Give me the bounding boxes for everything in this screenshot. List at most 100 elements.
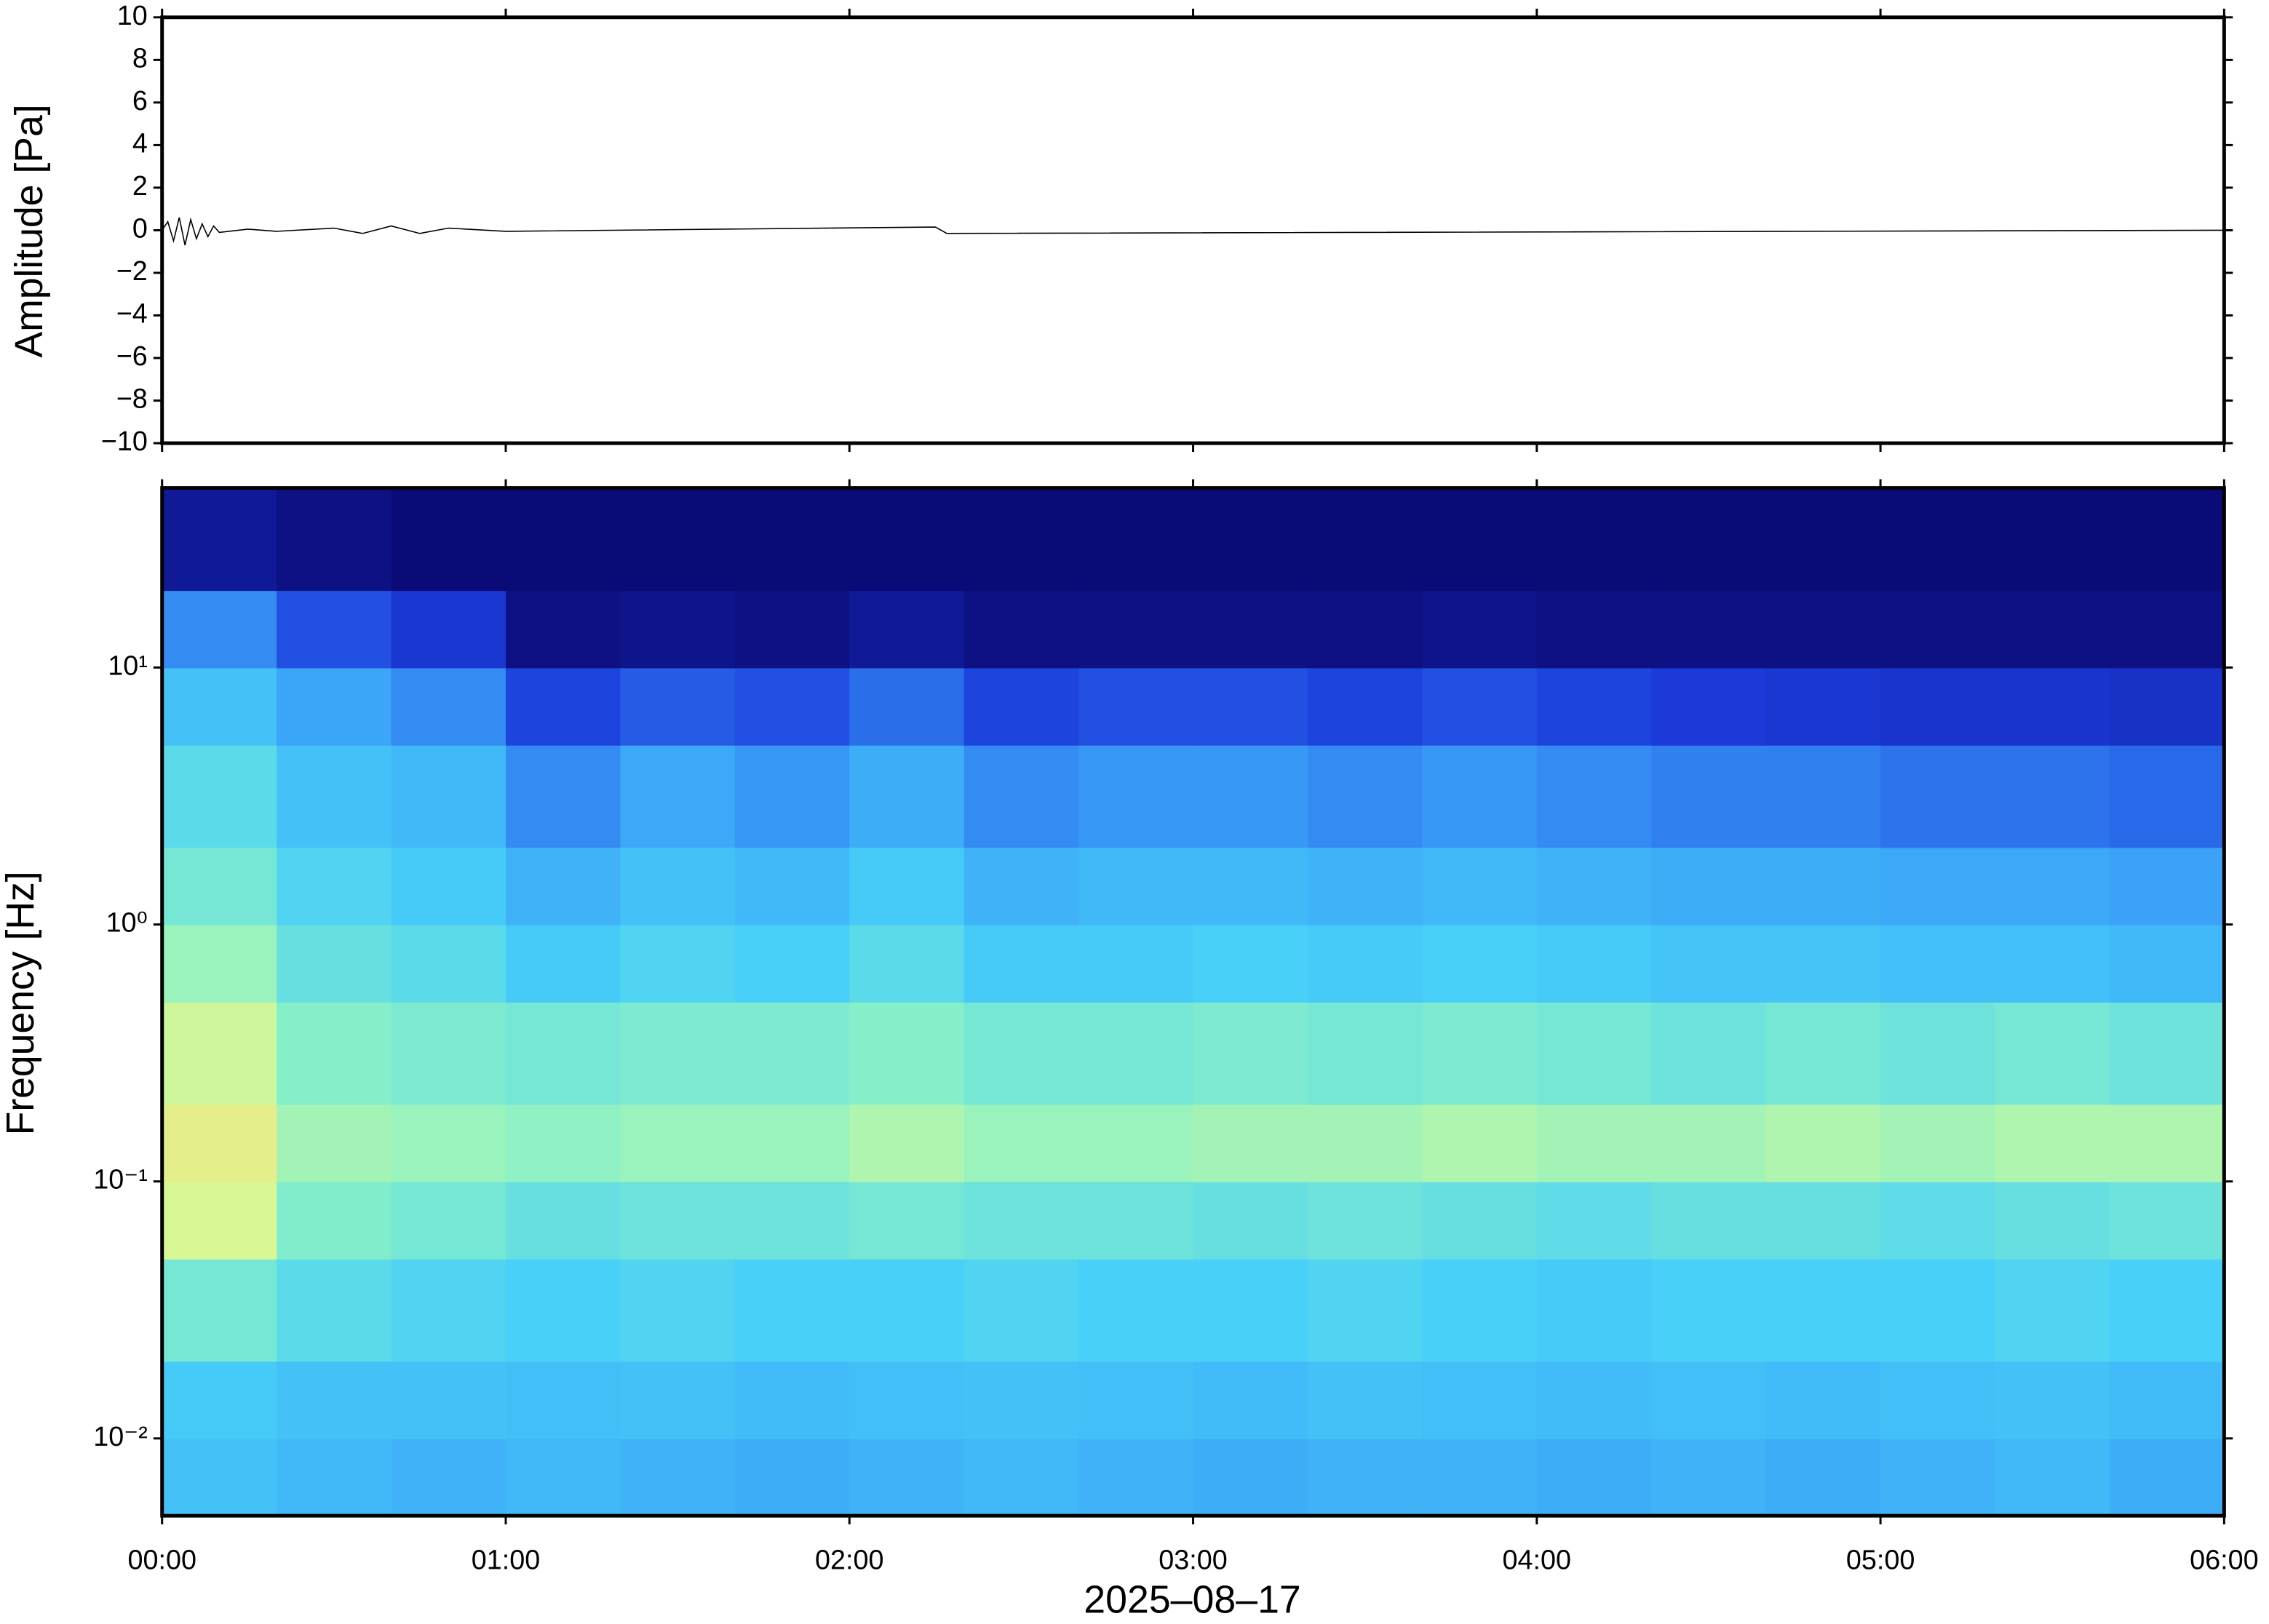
spectrogram-cell (1422, 924, 1538, 1003)
spectrogram-cell (1536, 924, 1653, 1003)
spectrogram-cell (1995, 590, 2110, 669)
spectrogram-cell (391, 744, 506, 848)
y-tick-label: 10 (117, 0, 148, 31)
spectrogram-cell (162, 1259, 278, 1362)
spectrogram-cell (1078, 487, 1194, 592)
spectrogram-cell (1880, 744, 1996, 848)
spectrogram-cell (1193, 1104, 1308, 1182)
spectrogram-cell (1422, 1181, 1538, 1260)
spectrogram-cell (1765, 590, 1882, 669)
spectrogram-cell (1880, 1361, 1996, 1439)
spectrogram-cell (391, 924, 506, 1003)
y-tick-label: −8 (116, 383, 148, 414)
spectrogram-cell (734, 590, 851, 669)
spectrogram-cell (1651, 847, 1767, 926)
spectrogram-cell (1651, 1104, 1767, 1182)
spectrogram-cell (1307, 847, 1423, 926)
spectrogram-cell (1193, 1001, 1308, 1105)
spectrogram-cell (1193, 744, 1308, 848)
spectrogram-cell (1765, 1104, 1882, 1182)
spectrogram-cell (162, 847, 278, 926)
y-tick-label: 6 (132, 85, 148, 116)
spectrogram-cell (620, 847, 736, 926)
spectrogram-cell (1765, 1438, 1882, 1517)
spectrogram-cell (277, 1361, 392, 1439)
spectrogram-cell (1765, 1001, 1882, 1105)
spectrogram-cell (1193, 1259, 1308, 1362)
spectrogram-cell (734, 1361, 851, 1439)
spectrogram-cell (1078, 667, 1194, 746)
spectrogram-cell (849, 1438, 965, 1517)
spectrogram-cell (277, 667, 392, 746)
spectrogram-cell (391, 1181, 506, 1260)
spectrogram-cell (1880, 1259, 1996, 1362)
spectrogram-cell (1536, 1361, 1653, 1439)
spectrogram-cell (1995, 1259, 2110, 1362)
spectrogram-cell (849, 847, 965, 926)
spectrogram-cell (1193, 1361, 1308, 1439)
spectrogram-cell (734, 1181, 851, 1260)
spectrogram-cell (1078, 1259, 1194, 1362)
spectrogram-cell (1651, 590, 1767, 669)
spectrogram-cell (1422, 744, 1538, 848)
spectrogram-cell (2109, 487, 2225, 592)
spectrogram-cell (1880, 1438, 1996, 1517)
spectrogram-cell (1078, 1001, 1194, 1105)
x-tick-label: 01:00 (472, 1545, 540, 1575)
spectrogram-cell (505, 847, 621, 926)
spectrogram-cell (391, 1104, 506, 1182)
spectrogram-cell (505, 1259, 621, 1362)
spectrogram-cell (277, 924, 392, 1003)
spectrogram-cell (963, 924, 1080, 1003)
spectrogram-cell (1307, 1104, 1423, 1182)
spectrogram-cell (391, 667, 506, 746)
spectrogram-cell (505, 744, 621, 848)
spectrogram-cell (505, 1104, 621, 1182)
spectrogram-cell (1765, 847, 1882, 926)
spectrogram-cell (849, 1001, 965, 1105)
spectrogram-cell (1880, 1181, 1996, 1260)
waveform (162, 217, 2225, 246)
spectrogram-cell (1193, 1438, 1308, 1517)
spectrogram-cell (849, 1181, 965, 1260)
spectrogram-cell (1765, 744, 1882, 848)
spectrogram-cell (1307, 1438, 1423, 1517)
spectrogram-cell (162, 1181, 278, 1260)
spectrogram-cell (1078, 1104, 1194, 1182)
spectrogram-cell (1995, 1361, 2110, 1439)
spectrogram-cell (734, 1104, 851, 1182)
spectrogram-cell (162, 1104, 278, 1182)
spectrogram-cell (505, 590, 621, 669)
y-tick-label: 4 (132, 127, 148, 158)
spectrogram-cell (1651, 1361, 1767, 1439)
spectrogram-cell (1193, 487, 1308, 592)
spectrogram-cell (505, 1181, 621, 1260)
spectrogram-cell (277, 1259, 392, 1362)
spectrogram-cell (391, 1361, 506, 1439)
spectrogram-cell (1651, 744, 1767, 848)
spectrogram-cell (2109, 667, 2225, 746)
spectrogram-cell (1651, 667, 1767, 746)
spectrogram-cell (963, 1181, 1080, 1260)
spectrogram-cell (734, 847, 851, 926)
spectrogram-cell (1422, 1001, 1538, 1105)
y-tick-label: −10 (101, 426, 148, 456)
plot-frame (160, 15, 2226, 445)
spectrogram-cell (1995, 667, 2110, 746)
spectrogram-cell (1422, 1438, 1538, 1517)
spectrogram-cell (1193, 924, 1308, 1003)
y-axis-label: Frequency [Hz] (0, 871, 42, 1135)
spectrogram-cell (277, 847, 392, 926)
spectrogram-cell (391, 590, 506, 669)
spectrogram-cell (620, 590, 736, 669)
spectrogram-cell (1078, 590, 1194, 669)
y-tick-label: 0 (132, 212, 148, 243)
spectrogram-cell (849, 1104, 965, 1182)
y-tick-label: 10⁰ (106, 907, 148, 938)
spectrogram-cell (1536, 487, 1653, 592)
spectrogram-cell (734, 1438, 851, 1517)
spectrogram-cell (963, 744, 1080, 848)
spectrogram-cell (2109, 1259, 2225, 1362)
spectrogram-cell (1536, 1438, 1653, 1517)
